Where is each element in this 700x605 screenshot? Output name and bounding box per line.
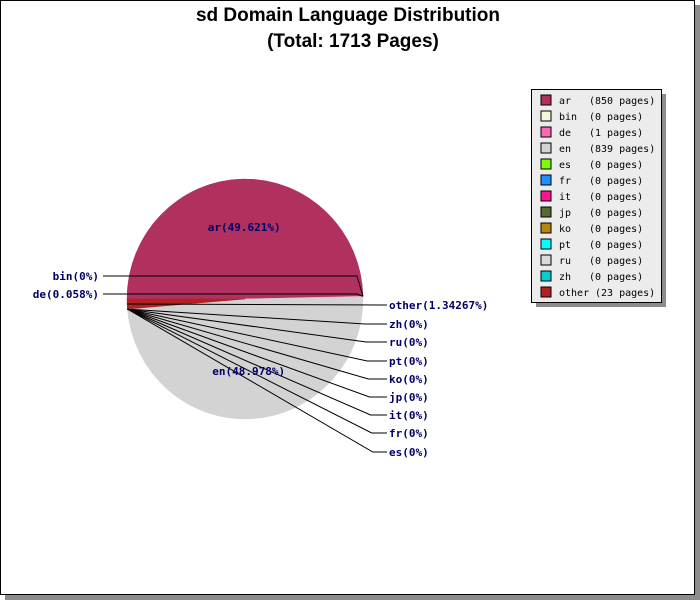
legend-lang-other: other [559,288,589,299]
legend-swatch-ar [540,94,552,106]
legend-lang-es: es [559,160,571,171]
legend-swatch-ru [540,254,552,266]
legend-swatch-bin [540,110,552,122]
legend-count-de: (1 pages) [589,128,643,139]
legend-lang-pt: pt [559,240,571,251]
pie-label-fr: fr(0%) [389,427,429,440]
pie-leader-bin [103,275,364,297]
legend-count-other: (23 pages) [595,288,655,299]
pie-label-other: other(1.34267%) [389,299,488,312]
legend-swatch-pt [540,238,552,250]
legend-lang-de: de [559,128,571,139]
legend-count-zh: (0 pages) [589,272,643,283]
pie-leader-it [127,308,387,416]
legend-swatch-jp [540,206,552,218]
legend-lang-it: it [559,192,571,203]
pie-leader-pt [127,308,387,362]
legend-swatch-en [540,142,552,154]
legend-swatch-fr [540,174,552,186]
legend-count-fr: (0 pages) [589,176,643,187]
pie-leader-lines [103,275,388,453]
legend: ar (850 pages) bin (0 pages) de (1 pages) en (8… [540,94,655,299]
pie-label-pt: pt(0%) [389,355,429,368]
legend-lang-zh: zh [559,272,571,283]
legend-count-pt: (0 pages) [589,240,643,251]
legend-lang-ru: ru [559,256,571,267]
pie-label-es: es(0%) [389,446,429,459]
pie-leader-zh [127,308,387,325]
chart-title: sd Domain Language Distribution [196,5,500,26]
pie-slice-en [127,296,364,420]
legend-count-en: (839 pages) [589,144,655,155]
pie-leader-other [127,303,388,306]
legend-swatch-es [540,158,552,170]
pie-slices [126,178,364,420]
legend-count-ru: (0 pages) [589,256,643,267]
legend-lang-fr: fr [559,176,571,187]
pie-label-jp: jp(0%) [389,391,429,404]
pie-leader-de [103,293,364,297]
pie-labels: ar(49.621%) en(48.978%) bin(0%) de(0.058%) o… [33,221,489,459]
legend-swatch-de [540,126,552,138]
pie-label-de: de(0.058%) [33,288,99,301]
pie-leader-es [127,308,387,453]
legend-count-jp: (0 pages) [589,208,643,219]
legend-swatch-it [540,190,552,202]
legend-lang-ar: ar [559,96,571,107]
chart-subtitle: (Total: 1713 Pages) [267,31,439,52]
pie-label-ar: ar(49.621%) [208,221,281,234]
legend-swatch-zh [540,270,552,282]
pie-leader-jp [127,308,387,398]
pie-slice-ar [126,178,364,300]
legend-count-ko: (0 pages) [589,224,643,235]
pie-label-it: it(0%) [389,409,429,422]
legend-count-bin: (0 pages) [589,112,643,123]
legend-lang-en: en [559,144,571,155]
legend-count-es: (0 pages) [589,160,643,171]
legend-count-ar: (850 pages) [589,96,655,107]
pie-leader-fr [127,308,387,434]
pie-leader-ko [127,308,387,380]
pie-label-en: en(48.978%) [212,365,285,378]
legend-swatch-ko [540,222,552,234]
legend-lang-jp: jp [559,208,571,219]
legend-lang-bin: bin [559,112,577,123]
pie-label-bin: bin(0%) [53,270,99,283]
legend-lang-ko: ko [559,224,571,235]
pie-leader-ru [127,308,387,343]
pie-label-ko: ko(0%) [389,373,429,386]
legend-count-it: (0 pages) [589,192,643,203]
legend-box [531,89,662,303]
pie-label-zh: zh(0%) [389,318,429,331]
legend-swatch-other [540,286,552,298]
pie-label-ru: ru(0%) [389,336,429,349]
